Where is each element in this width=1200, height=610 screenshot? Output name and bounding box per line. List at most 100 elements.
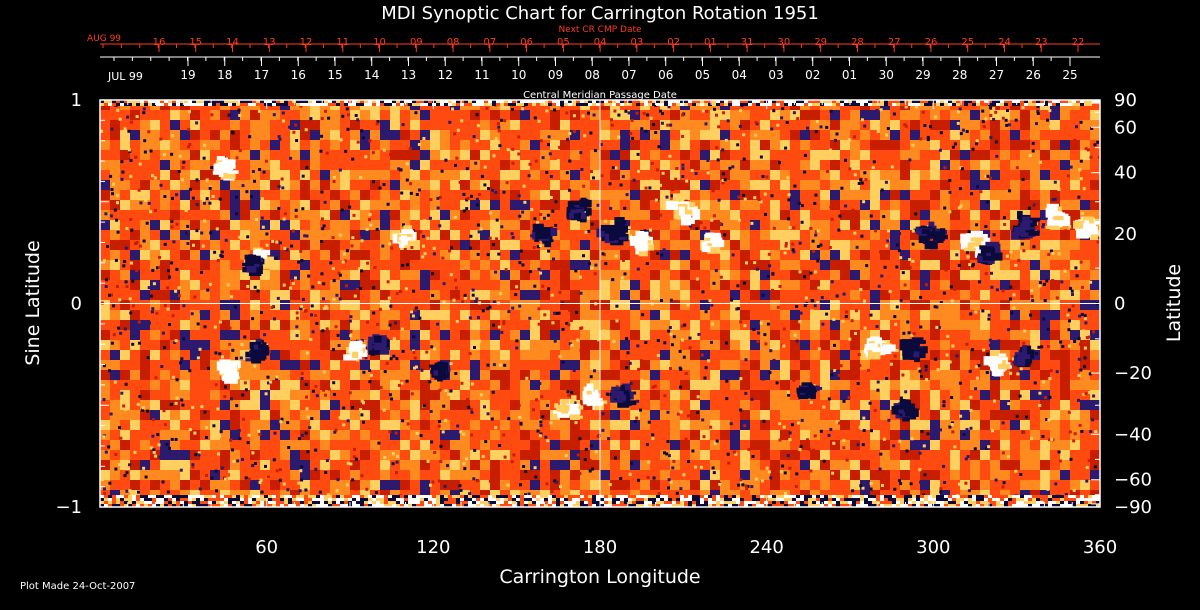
texture-cell xyxy=(220,300,230,310)
texture-cell xyxy=(800,320,810,330)
texture-cell xyxy=(940,110,950,120)
texture-cell xyxy=(130,460,140,470)
texture-cell xyxy=(510,320,520,330)
texture-cell xyxy=(570,390,580,400)
texture-speck xyxy=(158,455,162,459)
texture-speck xyxy=(939,487,943,491)
texture-cell xyxy=(920,410,930,420)
texture-cell xyxy=(1030,370,1040,380)
texture-cell xyxy=(200,280,210,290)
texture-speck xyxy=(615,304,619,308)
texture-cell xyxy=(1040,360,1050,370)
texture-cell xyxy=(120,240,130,250)
texture-speck xyxy=(877,284,881,288)
texture-cell xyxy=(1060,390,1070,400)
texture-cell xyxy=(440,170,450,180)
texture-speck xyxy=(703,130,707,134)
texture-cell xyxy=(650,230,660,240)
texture-cell xyxy=(280,150,290,160)
texture-cell xyxy=(430,240,440,250)
texture-speck xyxy=(377,441,381,445)
texture-cell xyxy=(420,390,430,400)
texture-speck xyxy=(1072,439,1076,443)
texture-cell xyxy=(330,130,340,140)
texture-cell xyxy=(920,380,930,390)
texture-cell xyxy=(560,380,570,390)
texture-cell xyxy=(640,270,650,280)
texture-cell xyxy=(660,280,670,290)
texture-cell xyxy=(680,420,690,430)
texture-cell xyxy=(170,480,180,490)
texture-cell xyxy=(910,200,920,210)
texture-cell xyxy=(430,310,440,320)
texture-cell xyxy=(250,110,260,120)
texture-cell xyxy=(440,150,450,160)
texture-cell xyxy=(840,410,850,420)
texture-cell xyxy=(630,330,640,340)
texture-cell xyxy=(860,450,870,460)
texture-cell xyxy=(790,230,800,240)
texture-cell xyxy=(790,380,800,390)
texture-cell xyxy=(550,110,560,120)
texture-speck xyxy=(764,342,768,346)
texture-cell xyxy=(550,290,560,300)
texture-speck xyxy=(541,284,545,288)
texture-cell xyxy=(1030,190,1040,200)
texture-cell xyxy=(750,460,760,470)
texture-cell xyxy=(1090,110,1100,120)
texture-cell xyxy=(1070,420,1080,430)
texture-cell xyxy=(180,470,190,480)
texture-cell xyxy=(980,390,990,400)
texture-cell xyxy=(520,390,530,400)
texture-speck xyxy=(892,112,896,116)
texture-speck xyxy=(149,149,153,153)
texture-cell xyxy=(770,160,780,170)
texture-speck xyxy=(651,385,655,389)
texture-cell xyxy=(390,420,400,430)
texture-cell xyxy=(560,270,570,280)
texture-cell xyxy=(220,140,230,150)
texture-cell xyxy=(670,120,680,130)
texture-speck xyxy=(832,317,836,321)
texture-cell xyxy=(990,280,1000,290)
texture-cell xyxy=(710,430,720,440)
texture-cell xyxy=(670,180,680,190)
texture-cell xyxy=(680,430,690,440)
texture-cell xyxy=(950,290,960,300)
texture-speck xyxy=(727,461,731,465)
texture-speck xyxy=(364,346,368,350)
mid-axis-date-label: 08 xyxy=(585,68,600,82)
texture-speck xyxy=(267,350,271,354)
texture-cell xyxy=(420,460,430,470)
texture-cell xyxy=(1050,250,1060,260)
texture-cell xyxy=(600,410,610,420)
texture-cell xyxy=(970,360,980,370)
texture-cell xyxy=(1060,410,1070,420)
texture-cell xyxy=(210,360,220,370)
texture-cell xyxy=(600,290,610,300)
texture-cell xyxy=(150,470,160,480)
texture-cell xyxy=(530,170,540,180)
texture-cell xyxy=(170,250,180,260)
texture-cell xyxy=(370,400,380,410)
texture-cell xyxy=(1080,250,1090,260)
texture-cell xyxy=(320,130,330,140)
texture-cell xyxy=(130,360,140,370)
texture-cell xyxy=(160,160,170,170)
texture-cell xyxy=(400,170,410,180)
texture-cell xyxy=(470,390,480,400)
texture-cell xyxy=(170,470,180,480)
texture-cell xyxy=(910,220,920,230)
texture-cell xyxy=(890,220,900,230)
texture-speck xyxy=(177,170,181,173)
texture-speck xyxy=(277,135,281,139)
texture-cell xyxy=(460,340,470,350)
texture-cell xyxy=(970,270,980,280)
texture-cell xyxy=(510,330,520,340)
texture-cell xyxy=(430,190,440,200)
texture-speck xyxy=(793,184,797,188)
top-axis-date-label: 30 xyxy=(778,37,791,48)
texture-speck xyxy=(1080,429,1084,433)
texture-cell xyxy=(300,120,310,130)
texture-cell xyxy=(160,320,170,330)
